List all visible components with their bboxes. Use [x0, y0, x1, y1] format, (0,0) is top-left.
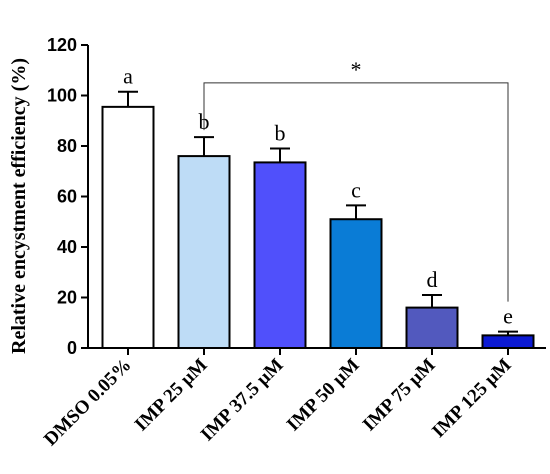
bar	[101, 105, 155, 349]
x-tick-label: IMP 125 μM	[428, 355, 515, 442]
x-tick-label: IMP 50 μM	[283, 355, 364, 436]
y-tick-label: 20	[57, 288, 77, 308]
significance-letter: b	[275, 121, 286, 146]
y-tick-label: 60	[57, 187, 77, 207]
significance-star: *	[351, 57, 362, 82]
y-tick-label: 0	[67, 338, 77, 358]
significance-letter: d	[427, 267, 438, 292]
significance-letter: e	[503, 304, 513, 329]
x-tick-label: DMSO 0.05%	[40, 355, 135, 450]
y-tick-label: 80	[57, 136, 77, 156]
y-tick-label: 120	[47, 35, 77, 55]
bar	[329, 218, 383, 349]
significance-letter: c	[351, 177, 361, 202]
x-tick-label: IMP 37.5 μM	[197, 355, 288, 446]
bar	[405, 306, 459, 350]
significance-letter: a	[123, 64, 133, 89]
y-tick-label: 100	[47, 86, 77, 106]
significance-bracket	[203, 82, 509, 302]
x-tick-label: IMP 75 μM	[359, 355, 440, 436]
y-axis-label: Relative encystment efficiency (%)	[8, 58, 30, 354]
y-tick-label: 40	[57, 237, 77, 257]
bar	[481, 334, 535, 349]
bar	[253, 161, 307, 349]
x-tick-label: IMP 25 μM	[131, 355, 212, 436]
bar	[177, 155, 231, 349]
